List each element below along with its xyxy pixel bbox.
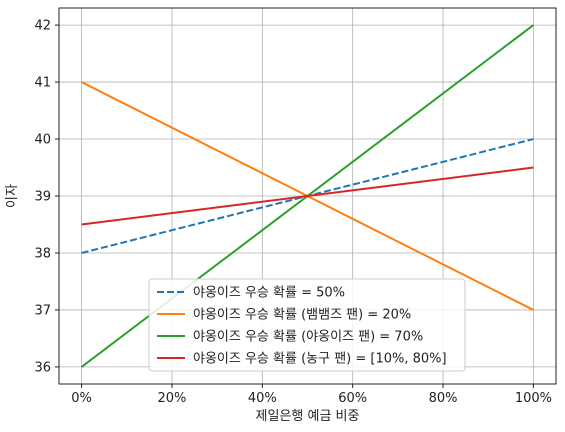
legend-entry: 야옹이즈 우승 확률 (농구 팬) = [10%, 80%] — [193, 352, 447, 367]
x-tick-label: 20% — [158, 391, 187, 406]
y-tick-label: 40 — [34, 133, 51, 148]
x-tick-label: 0% — [71, 391, 92, 406]
y-tick-label: 41 — [34, 76, 51, 91]
y-axis-label: 이자 — [5, 184, 20, 208]
legend-entry: 야옹이즈 우승 확률 (야옹이즈 팬) = 70% — [193, 330, 423, 345]
legend: 야옹이즈 우승 확률 = 50% 야옹이즈 우승 확률 (뱀뱀즈 팬) = 20%… — [148, 278, 466, 372]
y-tick-label: 38 — [34, 246, 51, 261]
x-tick-label: 100% — [515, 391, 552, 406]
grid — [59, 8, 556, 384]
x-axis-label: 제일은행 예금 비중 — [256, 408, 360, 424]
x-tick-label: 40% — [248, 391, 277, 406]
y-tick-label: 39 — [34, 190, 51, 205]
x-tick-label: 60% — [338, 391, 367, 406]
legend-entry: 야옹이즈 우승 확률 (뱀뱀즈 팬) = 20% — [193, 308, 411, 323]
series-line-3 — [81, 166, 534, 226]
y-tick-label: 36 — [34, 360, 51, 375]
legend-box — [148, 278, 466, 372]
y-tick-label: 37 — [34, 303, 51, 318]
y-axis: 36 37 38 39 40 41 42 — [34, 19, 59, 375]
x-tick-label: 80% — [429, 391, 458, 406]
y-tick-label: 42 — [34, 19, 51, 34]
x-axis: 0% 20% 40% 60% 80% 100% — [71, 384, 552, 406]
legend-entry: 야옹이즈 우승 확률 = 50% — [193, 286, 345, 301]
